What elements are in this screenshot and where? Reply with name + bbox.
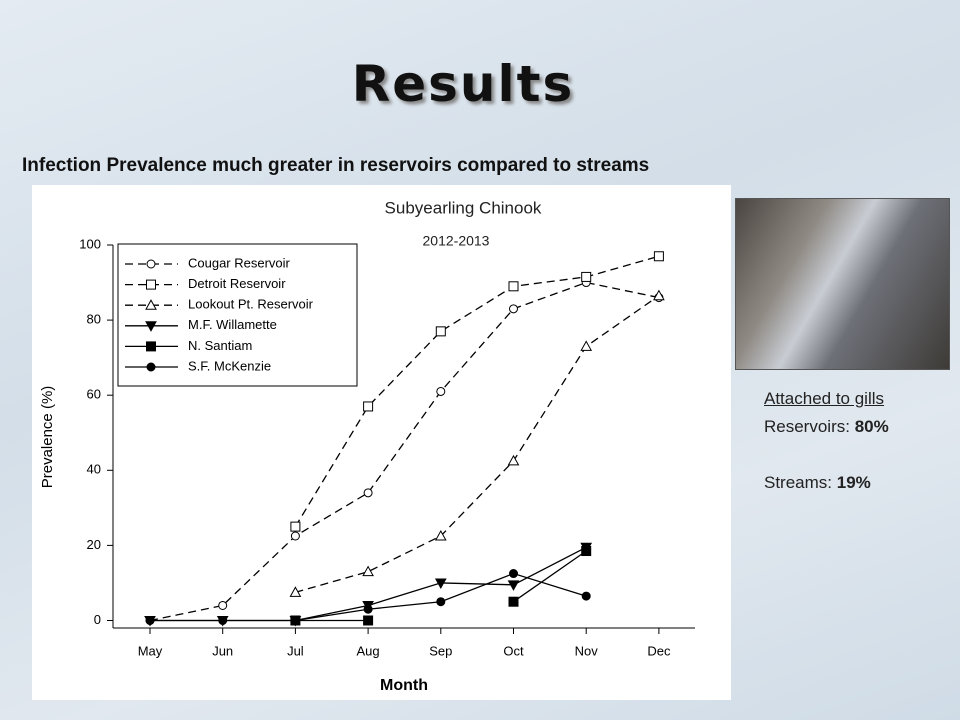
data-point	[435, 326, 446, 337]
legend-label: Detroit Reservoir	[188, 276, 286, 291]
x-tick-label: Aug	[357, 643, 380, 658]
x-axis-label: Month	[380, 677, 428, 694]
y-tick-label: 100	[79, 236, 101, 251]
legend-label: S.F. McKenzie	[188, 358, 271, 373]
note: Streams: 19%	[764, 469, 889, 497]
data-point	[436, 386, 446, 396]
legend-label: Lookout Pt. Reservoir	[188, 297, 314, 312]
note-value: 80%	[854, 417, 889, 436]
data-point	[507, 454, 520, 466]
data-point	[218, 600, 228, 610]
legend-marker	[146, 279, 156, 290]
data-point	[289, 586, 302, 597]
y-tick-label: 40	[87, 462, 101, 477]
legend-marker	[146, 259, 156, 269]
series-line	[295, 295, 660, 593]
series-line	[294, 255, 660, 527]
legend-label: Cougar Reservoir	[188, 255, 291, 270]
note-heading: Attached to gills	[764, 389, 885, 408]
legend-label: M.F. Willamette	[188, 317, 277, 332]
note-label: Reservoirs:	[764, 417, 850, 436]
fish-photo	[735, 198, 950, 370]
data-point	[509, 304, 518, 314]
y-tick-label: 60	[87, 387, 101, 402]
data-point	[508, 596, 519, 607]
x-tick-label: Jul	[287, 643, 304, 658]
data-point	[509, 569, 518, 579]
data-point	[290, 521, 301, 532]
chart-background	[32, 185, 731, 700]
x-tick-label: Oct	[503, 643, 524, 658]
data-point	[581, 271, 592, 282]
y-tick-label: 0	[94, 612, 101, 627]
data-point	[363, 401, 374, 412]
legend-label: N. Santiam	[188, 338, 252, 353]
note: Reservoirs: 80%	[764, 413, 889, 441]
data-point	[218, 615, 228, 625]
data-point	[434, 529, 447, 541]
slide-title: Results	[351, 55, 575, 113]
data-point	[434, 578, 447, 589]
chart-title: Subyearling Chinook	[385, 198, 542, 217]
data-point	[363, 488, 373, 498]
series-line	[295, 550, 587, 622]
x-tick-label: Dec	[647, 643, 671, 658]
data-point	[290, 615, 300, 625]
legend-marker	[146, 341, 156, 352]
data-point	[507, 580, 520, 591]
x-tick-label: Nov	[575, 643, 599, 658]
note-label: Streams:	[764, 473, 833, 492]
legend-marker	[145, 321, 157, 332]
legend-box	[117, 243, 358, 387]
data-point	[363, 604, 373, 614]
data-point	[363, 615, 374, 626]
x-tick-label: May	[138, 643, 163, 658]
data-point	[580, 340, 593, 351]
data-point	[581, 546, 592, 557]
x-tick-label: Sep	[429, 643, 452, 658]
chart-subtitle: 2012-2013	[423, 233, 490, 249]
legend-marker	[146, 362, 156, 372]
data-point	[508, 281, 519, 292]
data-point	[290, 531, 300, 541]
y-axis-label: Prevalence (%)	[39, 386, 56, 489]
note-value: 19%	[836, 473, 871, 492]
data-point	[362, 565, 374, 577]
data-point	[145, 615, 155, 625]
data-point	[436, 597, 446, 607]
notes: Attached to gills Reservoirs: 80% Stream…	[764, 385, 889, 497]
legend-marker	[145, 299, 157, 310]
data-point	[653, 251, 664, 262]
data-point	[581, 591, 591, 601]
x-tick-label: Jun	[212, 643, 233, 658]
data-point	[653, 289, 665, 301]
y-tick-label: 80	[87, 312, 101, 327]
y-tick-label: 20	[87, 537, 101, 552]
slide-subtitle: Infection Prevalence much greater in res…	[22, 155, 650, 176]
